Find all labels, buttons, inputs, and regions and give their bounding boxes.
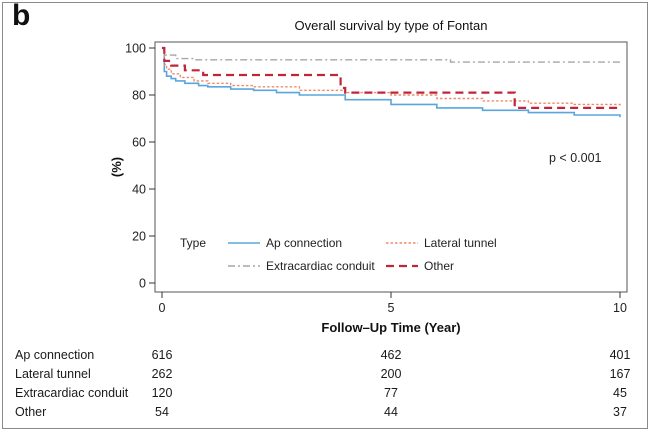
x-axis-label: Follow–Up Time (Year) xyxy=(321,320,460,335)
y-tick-label: 60 xyxy=(132,136,146,150)
legend-title: Type xyxy=(180,236,206,250)
legend-entry-label: Lateral tunnel xyxy=(424,236,497,250)
series-line-lateral-tunnel xyxy=(162,47,621,107)
x-tick-label: 5 xyxy=(388,301,395,315)
p-value-annotation: p < 0.001 xyxy=(549,151,602,165)
plot-area xyxy=(154,41,628,293)
series-line-extracardiac-conduit xyxy=(162,47,620,63)
series-line-ap-connection xyxy=(162,47,621,118)
y-tick-label: 100 xyxy=(125,42,146,56)
series-line-other xyxy=(162,46,620,109)
y-tick-label: 80 xyxy=(132,89,146,103)
x-tick-label: 0 xyxy=(159,301,166,315)
legend-entry-label: Ap connection xyxy=(266,236,342,250)
y-tick-label: 20 xyxy=(132,230,146,244)
chart-title: Overall survival by type of Fontan xyxy=(295,18,488,33)
panel-label: b xyxy=(12,0,31,32)
y-tick-label: 0 xyxy=(139,277,146,291)
legend-entry-label: Extracardiac conduit xyxy=(266,259,375,273)
x-tick-label: 10 xyxy=(613,301,627,315)
legend-entry-label: Other xyxy=(424,259,454,273)
y-tick-label: 40 xyxy=(132,183,146,197)
y-axis-label: (%) xyxy=(109,157,124,177)
